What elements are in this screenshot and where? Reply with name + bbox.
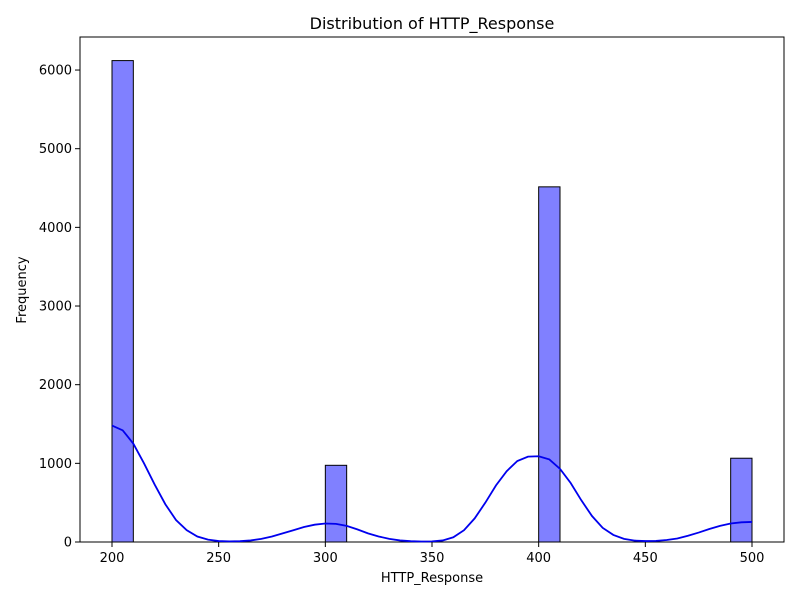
y-tick-label: 4000 <box>39 221 72 236</box>
y-axis-label: Frequency <box>15 256 30 323</box>
bars-group <box>111 60 753 543</box>
x-tick-label: 300 <box>313 551 338 566</box>
kde-curve <box>111 424 753 543</box>
chart-title: Distribution of HTTP_Response <box>310 14 555 34</box>
y-tick-label: 3000 <box>39 300 72 315</box>
histogram-bar-2 <box>538 186 561 543</box>
plot-frame <box>79 36 785 543</box>
y-tick-label: 5000 <box>39 142 72 157</box>
x-tick-label: 450 <box>633 551 658 566</box>
y-tick-label: 1000 <box>39 457 72 472</box>
y-axis-ticks: 0 1000 2000 3000 4000 5000 6000 <box>39 64 80 551</box>
histogram-bar-3 <box>730 457 753 543</box>
y-tick-label: 6000 <box>39 64 72 79</box>
x-tick-label: 400 <box>526 551 551 566</box>
x-tick-label: 500 <box>740 551 765 566</box>
histogram-bar-1 <box>324 464 348 543</box>
x-tick-label: 350 <box>420 551 445 566</box>
y-tick-label: 2000 <box>39 378 72 393</box>
y-tick-label: 0 <box>64 536 72 551</box>
x-axis-ticks: 200 250 300 350 400 450 500 <box>100 542 765 566</box>
histogram-bar-0 <box>111 60 134 543</box>
x-tick-label: 200 <box>100 551 125 566</box>
x-axis-label: HTTP_Response <box>381 571 483 586</box>
x-tick-label: 250 <box>206 551 231 566</box>
